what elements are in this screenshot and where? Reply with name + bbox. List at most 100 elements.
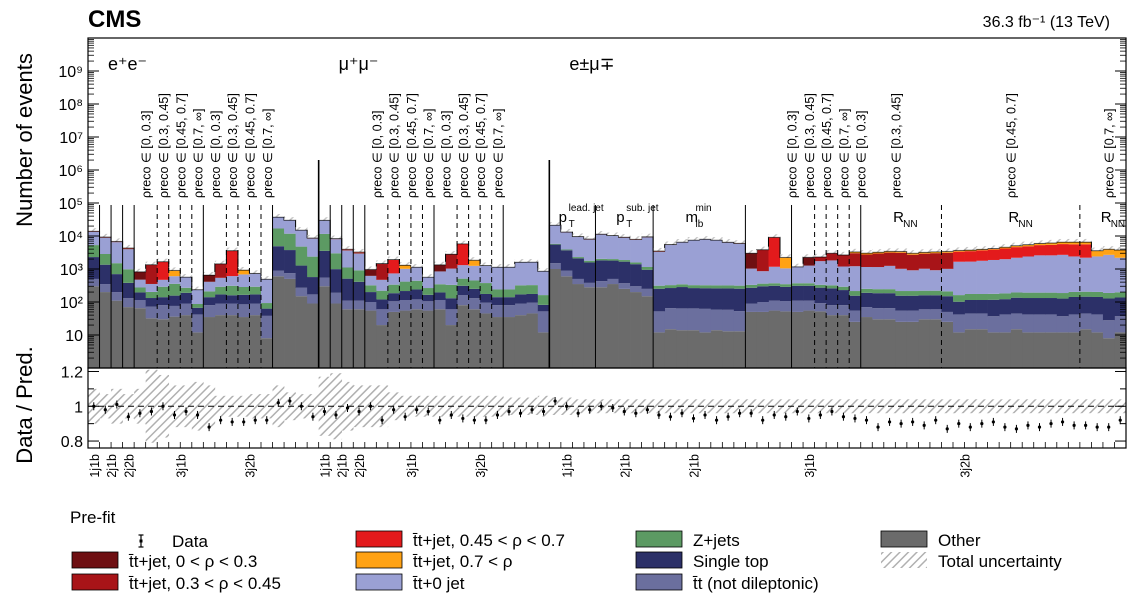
category-label: 2j1b — [336, 454, 350, 478]
main-uncertainty-band — [607, 232, 619, 236]
bar-t-t-0-jet — [272, 217, 285, 229]
bar-single-top — [768, 285, 781, 301]
bar-other — [1045, 332, 1058, 368]
main-uncertainty-band — [191, 286, 204, 290]
bar-other — [1056, 332, 1069, 368]
bar-single-top — [964, 299, 977, 314]
bar-t-t-not-dileptonic — [895, 310, 908, 322]
ratio-data-point — [553, 399, 557, 403]
bar-single-top — [826, 288, 839, 306]
main-uncertainty-band — [803, 254, 815, 258]
bar-other — [1102, 338, 1115, 368]
ratio-data-point — [645, 408, 649, 412]
main-uncertainty-band — [549, 222, 562, 226]
ratio-uncertainty-band — [941, 399, 954, 414]
bar-t-t-not-dileptonic — [906, 310, 919, 322]
legend-swatch — [355, 530, 403, 548]
bar-t-t-0-jet — [1091, 256, 1104, 292]
bar-t-t-0-jet — [756, 271, 769, 284]
variable-label-main: p — [559, 209, 567, 226]
bar-t-t-jet-0-7 — [1114, 249, 1127, 258]
bar-t-t-jet-0-7 — [168, 270, 181, 277]
bar-single-top — [387, 293, 400, 302]
bar-t-t-not-dileptonic — [595, 281, 608, 288]
bar-t-t-not-dileptonic — [503, 305, 516, 318]
legend-label: t̄t+jet, 0.45 < ρ < 0.7 — [412, 531, 565, 550]
bar-t-t-jet-0-3-0-45 — [145, 264, 158, 284]
main-uncertainty-band — [537, 268, 550, 272]
bar-t-t-not-dileptonic — [687, 308, 700, 331]
bar-other — [607, 284, 619, 368]
main-uncertainty-band — [168, 267, 181, 271]
bar-single-top — [860, 292, 873, 308]
legend-item-single-top: Single top — [635, 551, 769, 571]
bar-single-top — [976, 299, 988, 314]
rho-range-label: ρreco ∈ [0.3, 0.45] — [803, 93, 817, 198]
bar-z-jets — [929, 290, 942, 296]
bar-t-t-jet-0-45-0-7 — [987, 249, 1000, 260]
bar-t-t-jet-0-7 — [906, 253, 919, 255]
bar-t-t-jet-0-7 — [1102, 249, 1115, 255]
bar-single-top — [203, 297, 216, 306]
bar-t-t-not-dileptonic — [376, 309, 389, 326]
bar-z-jets — [733, 285, 746, 289]
bar-t-t-not-dileptonic — [214, 303, 227, 316]
main-uncertainty-band — [722, 239, 735, 243]
legend-item-other: Other — [880, 530, 981, 550]
bar-z-jets — [491, 289, 504, 298]
bar-t-t-not-dileptonic — [1068, 314, 1081, 333]
bar-t-t-0-jet — [664, 245, 677, 286]
main-uncertainty-band — [468, 257, 481, 261]
legend-item-t-t-jet-0-7: t̄t+jet, 0.7 < ρ — [355, 551, 512, 571]
bar-other — [710, 330, 723, 368]
ratio-data-point — [253, 418, 257, 422]
bar-single-top — [214, 294, 227, 304]
ratio-data-point — [576, 411, 580, 415]
bar-other — [1010, 329, 1023, 368]
variable-label-main: R — [893, 209, 904, 226]
bar-t-t-0-jet — [526, 262, 539, 286]
main-uncertainty-band — [710, 237, 723, 241]
bar-t-t-not-dileptonic — [249, 303, 262, 316]
bar-single-top — [895, 295, 908, 311]
ratio-data-point — [980, 422, 984, 426]
legend-item-t-t-jet-0-45-0-7: t̄t+jet, 0.45 < ρ < 0.7 — [355, 530, 565, 550]
bar-single-top — [480, 293, 493, 303]
main-uncertainty-band — [1010, 242, 1023, 246]
bar-t-t-0-jet — [803, 265, 815, 284]
variable-label-sup: sub. jet — [626, 203, 658, 214]
ratio-data-point — [345, 406, 350, 410]
bar-t-t-0-jet — [826, 260, 839, 286]
rho-range-label: ρreco ∈ [0, 0.3] — [209, 111, 223, 198]
bar-t-t-not-dileptonic — [537, 311, 550, 333]
bar-t-t-0-jet — [710, 240, 723, 286]
bar-t-t-jet-0-45-0-7 — [457, 243, 469, 266]
bar-z-jets — [826, 285, 839, 289]
legend-item-z-jets: Z+jets — [635, 530, 740, 550]
rho-range-label: ρreco ∈ [0.7, ∞] — [1103, 109, 1117, 198]
bar-other — [595, 287, 608, 368]
rho-range-label: ρreco ∈ [0.3, 0.45] — [457, 93, 471, 198]
ratio-data-point — [1095, 425, 1099, 429]
bar-t-t-not-dileptonic — [676, 308, 689, 331]
bar-z-jets — [918, 290, 931, 296]
bar-t-t-jet-0-45-0-7 — [1079, 244, 1092, 258]
ratio-data-point — [541, 409, 546, 414]
variable-label-sub: NN — [1111, 219, 1125, 230]
rho-range-label: ρreco ∈ [0.45, 0.7] — [405, 93, 419, 198]
bar-other — [157, 319, 170, 368]
bar-single-top — [353, 281, 366, 301]
bar-t-t-not-dileptonic — [410, 299, 423, 310]
rho-range-label: ρreco ∈ [0, 0.3] — [440, 111, 454, 198]
bar-other — [353, 309, 366, 368]
main-uncertainty-band — [318, 217, 331, 221]
bar-t-t-not-dileptonic — [364, 302, 377, 311]
ratio-data-point — [438, 418, 442, 422]
bar-z-jets — [849, 291, 862, 296]
bar-single-top — [145, 298, 158, 307]
bar-single-top — [168, 295, 181, 306]
bar-z-jets — [791, 283, 804, 286]
ratio-data-point — [530, 408, 534, 412]
bar-t-t-0-jet — [964, 261, 977, 294]
bar-t-t-jet-0-3-0-45 — [214, 263, 227, 278]
